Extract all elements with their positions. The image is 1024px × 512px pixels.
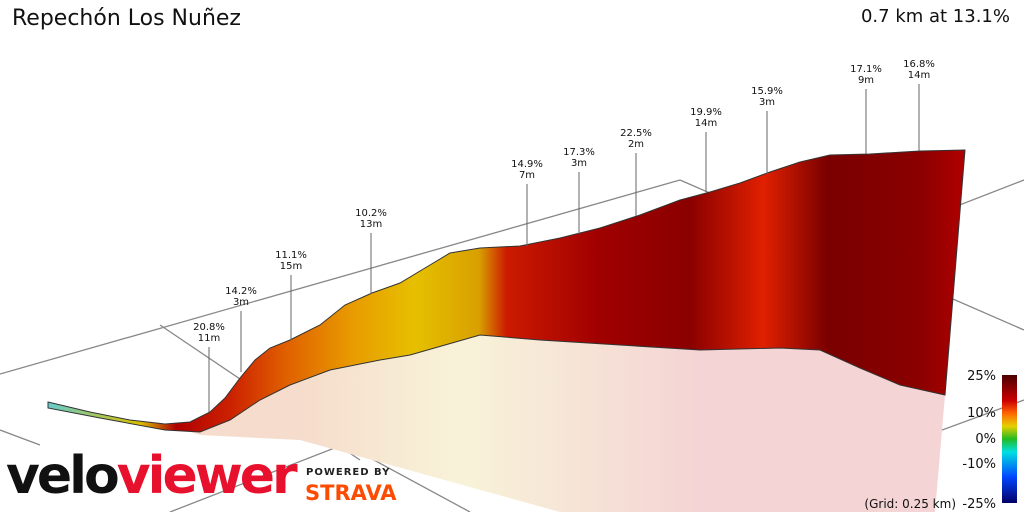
profile-shadow [165, 335, 945, 512]
annotation-gradient: 11.1% [275, 250, 307, 261]
annotation: 14.2%3m [225, 286, 257, 372]
annotation-length: 3m [233, 297, 249, 308]
annotation: 17.3%3m [563, 147, 595, 234]
annotation: 22.5%2m [620, 128, 652, 216]
annotation-gradient: 10.2% [355, 208, 387, 219]
annotation-gradient: 19.9% [690, 107, 722, 118]
gradient-annotations: 20.8%11m14.2%3m11.1%15m10.2%13m14.9%7m17… [193, 59, 935, 412]
segment-title: Repechón Los Nuñez [12, 6, 241, 31]
annotation-length: 9m [858, 75, 874, 86]
annotation-length: 14m [908, 70, 930, 81]
annotation-length: 15m [280, 261, 302, 272]
legend-tick: -25% [962, 497, 996, 512]
annotation-gradient: 20.8% [193, 322, 225, 333]
annotation-length: 7m [519, 170, 535, 181]
annotation-gradient: 17.1% [850, 64, 882, 75]
annotation-gradient: 15.9% [751, 86, 783, 97]
color-legend: 25% 10% 0% -10% -25% (Grid: 0.25 km) [864, 369, 1017, 512]
annotation-length: 13m [360, 219, 382, 230]
annotation-length: 14m [695, 118, 717, 129]
grid-note: (Grid: 0.25 km) [864, 497, 956, 511]
annotation-gradient: 14.9% [511, 159, 543, 170]
veloviewer-logo: veloviewer [6, 446, 298, 506]
annotation-length: 3m [759, 97, 775, 108]
legend-tick: 0% [975, 432, 996, 447]
legend-colorbar [1002, 375, 1017, 503]
annotation-length: 2m [628, 139, 644, 150]
profile-wall [47, 149, 966, 433]
annotation-gradient: 16.8% [903, 59, 935, 70]
annotation: 15.9%3m [751, 86, 783, 174]
annotation-gradient: 17.3% [563, 147, 595, 158]
annotation-length: 11m [198, 333, 220, 344]
legend-tick: 25% [967, 369, 996, 384]
annotation-length: 3m [571, 158, 587, 169]
powered-by-label: POWERED BY [306, 467, 391, 478]
segment-summary: 0.7 km at 13.1% [860, 6, 1010, 27]
legend-tick: -10% [962, 457, 996, 472]
legend-tick: 10% [967, 406, 996, 421]
annotation: 10.2%13m [355, 208, 387, 294]
strava-logo: STRAVA [305, 481, 397, 505]
annotation-gradient: 22.5% [620, 128, 652, 139]
annotation: 14.9%7m [511, 159, 543, 246]
annotation: 17.1%9m [850, 64, 882, 154]
annotation: 20.8%11m [193, 322, 225, 412]
annotation-gradient: 14.2% [225, 286, 257, 297]
annotation: 19.9%14m [690, 107, 722, 192]
annotation: 11.1%15m [275, 250, 307, 340]
annotation: 16.8%14m [903, 59, 935, 151]
